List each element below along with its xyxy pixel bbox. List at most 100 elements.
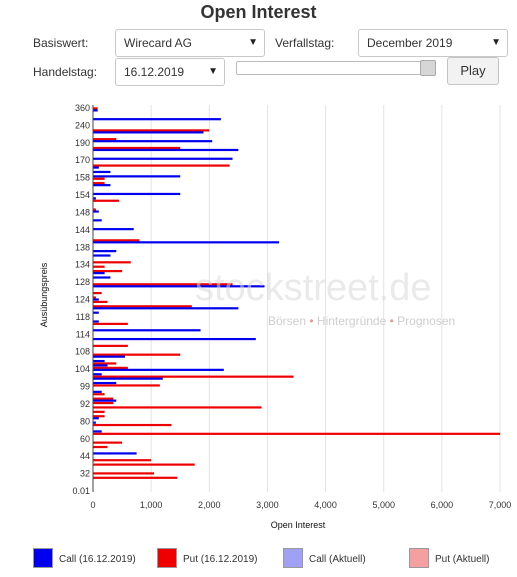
put-bar (93, 463, 195, 466)
put-bar (93, 401, 114, 405)
handelstag-select[interactable]: 16.12.2019 ▼ (115, 58, 225, 86)
legend-item[interactable]: Put (Aktuell) (409, 548, 517, 570)
call-bar (93, 118, 221, 121)
call-bar (93, 210, 99, 213)
x-tick-label: 7,000 (489, 500, 512, 510)
legend-swatch (283, 548, 303, 568)
chart-title: Open Interest (200, 2, 317, 22)
call-bar (93, 368, 224, 371)
y-tick-label: 170 (75, 155, 90, 165)
put-bar (93, 393, 105, 396)
call-bar (93, 390, 102, 393)
handelstag-label: Handelstag: (33, 65, 98, 79)
call-bar (93, 311, 99, 314)
y-tick-label: 134 (75, 260, 90, 270)
call-bar (93, 228, 134, 231)
legend-item[interactable]: Put (16.12.2019) (157, 548, 267, 570)
call-bar (93, 184, 111, 187)
put-bar (93, 432, 500, 435)
open-interest-chart: stockstreet.de Börsen • Hintergründe • P… (39, 103, 511, 530)
legend-item[interactable]: Call (Aktuell) (283, 548, 393, 570)
call-bar (93, 276, 111, 279)
watermark-brand: stockstreet.de (195, 267, 432, 309)
y-tick-label: 44 (80, 451, 90, 461)
call-bar (93, 219, 102, 222)
put-bar (93, 300, 108, 303)
call-bar (93, 109, 98, 112)
call-bar (93, 381, 117, 385)
y-tick-label: 124 (75, 295, 90, 305)
date-slider[interactable] (236, 60, 436, 76)
call-bar (93, 307, 239, 310)
call-bar (93, 250, 117, 253)
call-bar (93, 355, 125, 358)
grid (92, 105, 501, 492)
put-bar (93, 146, 181, 150)
put-bar (93, 441, 123, 444)
call-bar (93, 140, 213, 143)
call-bar (93, 148, 239, 152)
x-tick-label: 3,000 (256, 500, 279, 510)
put-bar (93, 270, 123, 273)
handelstag-value: 16.12.2019 (124, 65, 185, 79)
verfallstag-label: Verfallstag: (275, 36, 335, 50)
put-bar (93, 322, 128, 325)
put-bar (93, 107, 98, 110)
slider-thumb[interactable] (420, 60, 436, 76)
basiswert-select[interactable]: Wirecard AG ▼ (115, 29, 265, 57)
call-bar (93, 131, 204, 134)
watermark-tagline: Börsen • Hintergründe • Prognosen (268, 314, 455, 328)
put-bar (93, 296, 96, 299)
y-tick-label: 148 (75, 207, 90, 217)
put-bar (93, 305, 192, 308)
y-tick-label: 92 (80, 399, 90, 409)
call-bar (93, 337, 256, 341)
basiswert-label: Basiswert: (33, 36, 89, 50)
y-tick-label: 154 (75, 190, 90, 200)
call-bar (93, 298, 99, 301)
call-bar (93, 166, 99, 169)
y-tick-label: 118 (76, 312, 90, 322)
put-bar (93, 208, 96, 211)
call-bar (93, 254, 111, 257)
chevron-down-icon: ▼ (491, 37, 501, 48)
put-bar (93, 129, 210, 132)
put-bar (93, 397, 114, 400)
y-tick-label: 104 (75, 364, 90, 374)
put-bar (93, 177, 105, 180)
put-bar (93, 292, 102, 295)
legend-label: Call (16.12.2019) (59, 554, 136, 565)
legend-swatch (409, 548, 429, 568)
put-bar (93, 138, 117, 141)
put-bar (93, 410, 105, 413)
call-bar (93, 373, 102, 376)
put-bar (93, 472, 155, 475)
y-tick-label: 144 (75, 225, 90, 235)
basiswert-value: Wirecard AG (124, 36, 193, 50)
put-bar (93, 283, 233, 286)
x-tick-label: 5,000 (372, 500, 395, 510)
call-bar (93, 272, 105, 275)
legend-label: Put (Aktuell) (435, 554, 490, 565)
y-tick-label: 128 (75, 277, 90, 287)
play-button[interactable]: Play (447, 57, 499, 85)
legend-item[interactable]: Call (16.12.2019) (33, 548, 143, 570)
put-bar (93, 415, 105, 418)
y-tick-label: 240 (75, 120, 90, 130)
verfallstag-select[interactable]: December 2019 ▼ (358, 29, 508, 57)
x-tick-label: 4,000 (314, 500, 337, 510)
put-bar (93, 265, 105, 268)
x-tick-labels: 0 1,000 2,000 3,000 4,000 5,000 6,000 7,000 (90, 500, 511, 510)
chevron-down-icon: ▼ (248, 37, 258, 48)
x-tick-label: 1,000 (140, 500, 163, 510)
call-bar (93, 452, 137, 455)
put-bar (93, 164, 230, 167)
x-axis-label: Open Interest (271, 520, 326, 530)
bars (93, 107, 500, 479)
legend-label: Put (16.12.2019) (183, 554, 258, 565)
legend-label: Call (Aktuell) (309, 554, 366, 565)
call-bar (93, 359, 105, 363)
put-bar (93, 261, 131, 264)
verfallstag-value: December 2019 (367, 36, 453, 50)
x-tick-label: 0 (90, 500, 95, 510)
